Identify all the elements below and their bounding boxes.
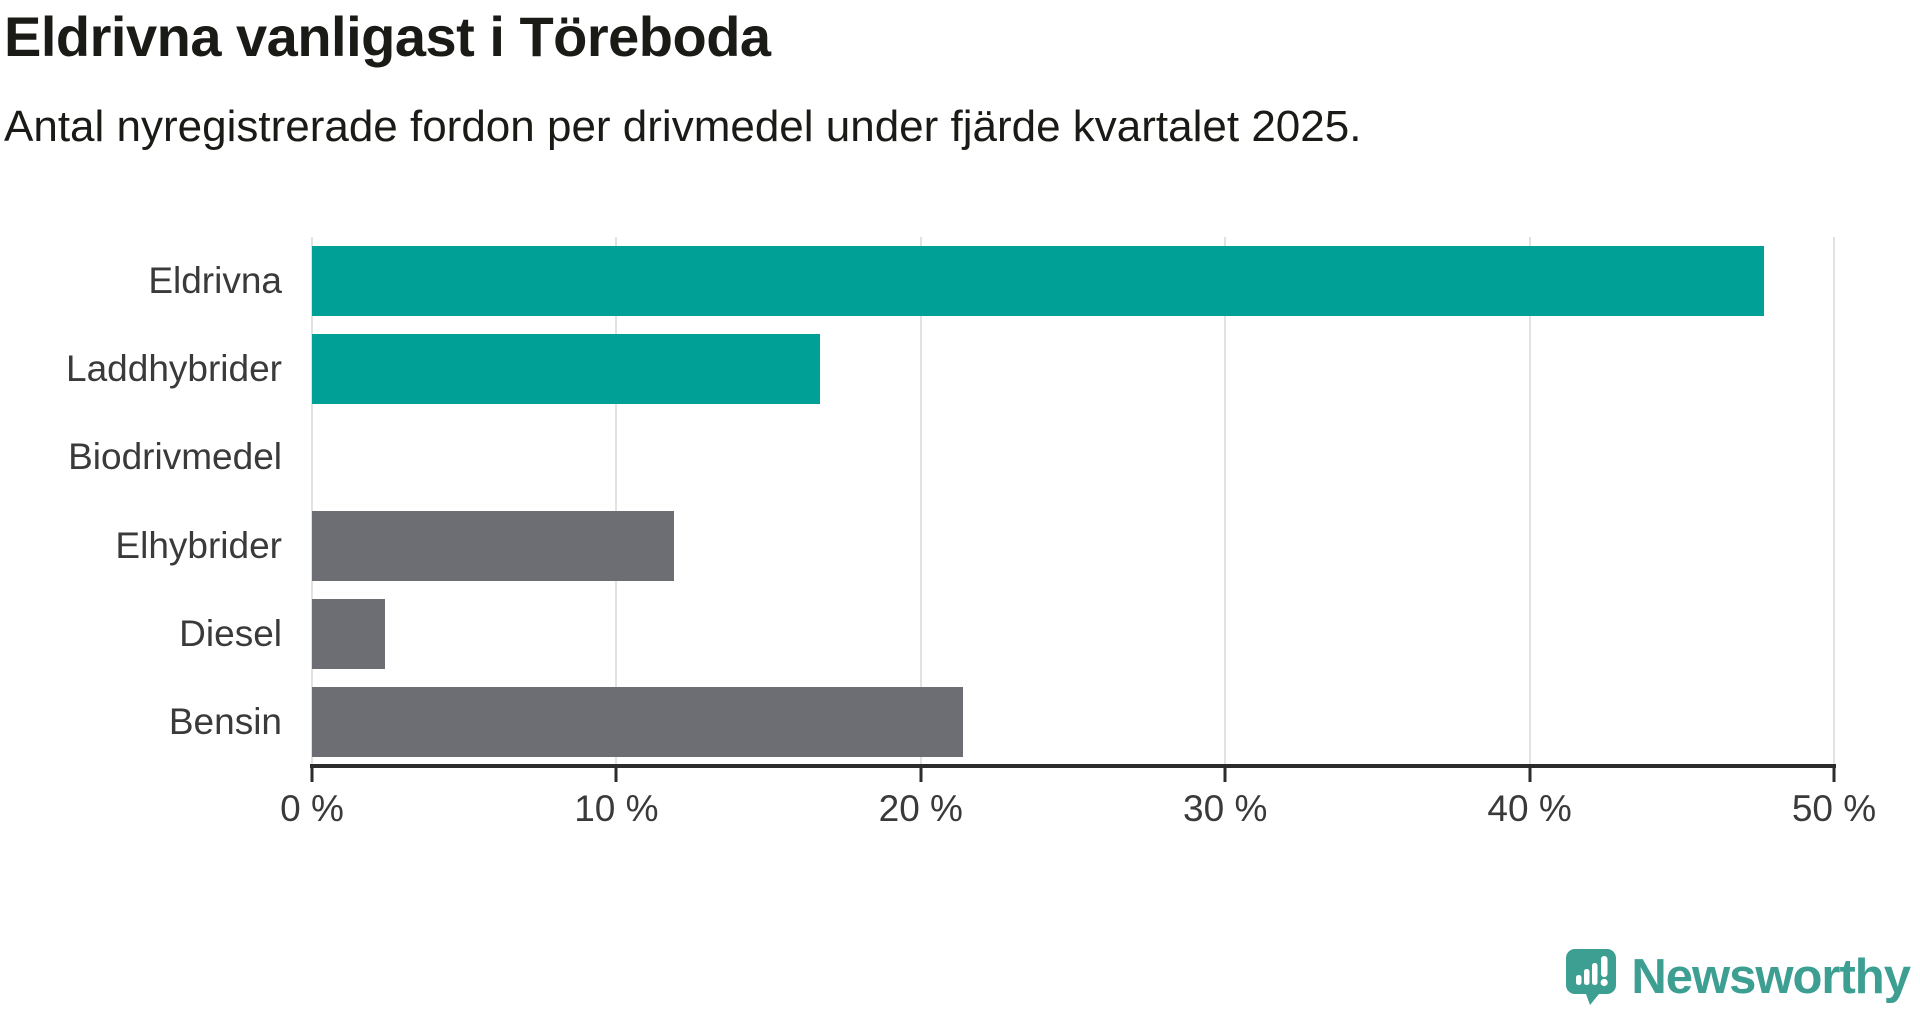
x-tick-label-40: 40 % bbox=[1487, 788, 1572, 829]
category-label-eldrivna: Eldrivna bbox=[148, 260, 282, 302]
gridline-40 bbox=[1528, 237, 1531, 766]
gridline-50 bbox=[1833, 237, 1835, 766]
gridline-10 bbox=[615, 237, 618, 766]
x-tick-40 bbox=[1528, 764, 1532, 782]
x-tick-label-20: 20 % bbox=[878, 788, 963, 829]
bar-eldrivna bbox=[312, 246, 1764, 317]
bar-elhybrider bbox=[312, 510, 675, 581]
bar-bensin bbox=[312, 686, 964, 757]
x-tick-label-30: 30 % bbox=[1183, 788, 1268, 829]
x-tick-label-50: 50 % bbox=[1791, 788, 1877, 829]
gridline-20 bbox=[919, 237, 922, 766]
speech-bubble-shape bbox=[1566, 949, 1617, 1005]
x-tick-20 bbox=[919, 764, 923, 782]
x-tick-label-10: 10 % bbox=[574, 788, 659, 829]
category-label-bensin: Bensin bbox=[168, 700, 282, 742]
x-axis-line bbox=[310, 764, 1836, 768]
x-tick-0 bbox=[310, 764, 314, 782]
plot-area bbox=[311, 237, 1835, 766]
branding-name: Newsworthy bbox=[1631, 950, 1911, 1004]
category-label-laddhybrider: Laddhybrider bbox=[66, 348, 282, 390]
x-tick-10 bbox=[614, 764, 618, 782]
category-axis: Eldrivna Laddhybrider Biodrivmedel Elhybrid… bbox=[0, 237, 282, 766]
gridline-0 bbox=[311, 237, 313, 766]
branding: Newsworthy bbox=[1565, 948, 1911, 1006]
bar-diesel bbox=[312, 598, 386, 669]
x-tick-label-0: 0 % bbox=[280, 788, 344, 829]
bar-laddhybrider bbox=[312, 334, 821, 405]
newsworthy-logo-icon bbox=[1566, 949, 1617, 1005]
x-tick-50 bbox=[1832, 764, 1836, 782]
category-label-diesel: Diesel bbox=[179, 612, 282, 654]
category-label-biodrivmedel: Biodrivmedel bbox=[68, 436, 282, 478]
category-label-elhybrider: Elhybrider bbox=[115, 524, 282, 566]
gridline-30 bbox=[1224, 237, 1227, 766]
x-tick-30 bbox=[1223, 764, 1227, 782]
chart-subtitle: Antal nyregistrerade fordon per drivmede… bbox=[4, 102, 1362, 151]
chart-title: Eldrivna vanligast i Töreboda bbox=[4, 5, 771, 68]
